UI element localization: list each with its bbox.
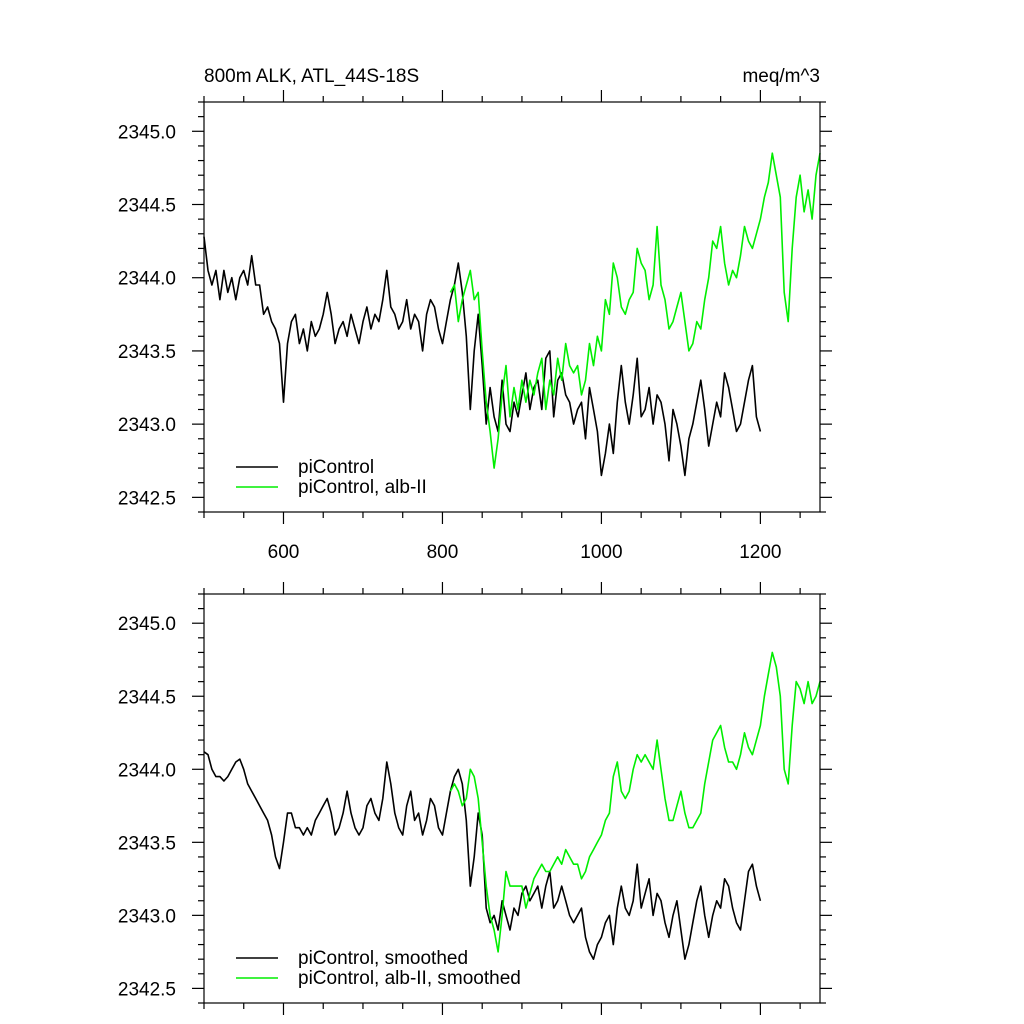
x-tick-label: 1200 xyxy=(739,542,781,563)
bottom-panel-axes: 2342.5 2343.0 2343.5 2344.0 2344.5 2345.0 xyxy=(118,582,832,1015)
bottom-panel: 2342.5 2343.0 2343.5 2344.0 2344.5 2345.0 piC… xyxy=(118,582,832,1015)
series-line-picontrol xyxy=(203,751,762,960)
plot-frame xyxy=(203,101,821,513)
bottom-panel-lines xyxy=(203,651,821,960)
y-tick-label: 2345.0 xyxy=(118,122,176,143)
chart-title-units: meq/m^3 xyxy=(742,66,820,87)
plot-frame xyxy=(203,593,821,1004)
y-tick-label: 2345.0 xyxy=(118,614,176,635)
x-tick-label: 600 xyxy=(268,542,300,563)
y-tick-label: 2343.0 xyxy=(118,906,176,927)
top-panel-axes: 600 800 1000 1200 2342.5 2343.0 2343.5 2344.0 23… xyxy=(118,90,832,563)
top-panel: 600 800 1000 1200 2342.5 2343.0 2343.5 2344.0 23… xyxy=(118,90,832,563)
x-tick-label: 800 xyxy=(427,542,459,563)
y-tick-label: 2343.5 xyxy=(118,342,176,363)
chart-title-left: 800m ALK, ATL_44S-18S xyxy=(204,66,419,87)
legend-label: piControl xyxy=(298,457,374,478)
legend-label: piControl, smoothed xyxy=(298,948,468,969)
y-tick-label: 2343.0 xyxy=(118,415,176,436)
series-line-picontrol xyxy=(203,236,762,477)
x-tick-label: 1000 xyxy=(580,542,622,563)
y-tick-label: 2344.0 xyxy=(118,269,176,290)
y-tick-label: 2342.5 xyxy=(118,488,176,509)
series-line-alb-ii xyxy=(449,651,821,953)
y-tick-label: 2343.5 xyxy=(118,833,176,854)
y-tick-label: 2344.5 xyxy=(118,687,176,708)
y-tick-label: 2342.5 xyxy=(118,979,176,1000)
top-panel-lines xyxy=(203,152,821,477)
legend-label: piControl, alb-II, smoothed xyxy=(298,968,521,989)
y-tick-label: 2344.0 xyxy=(118,760,176,781)
legend-label: piControl, alb-II xyxy=(298,477,427,498)
series-line-alb-ii xyxy=(449,152,821,469)
y-tick-label: 2344.5 xyxy=(118,196,176,217)
